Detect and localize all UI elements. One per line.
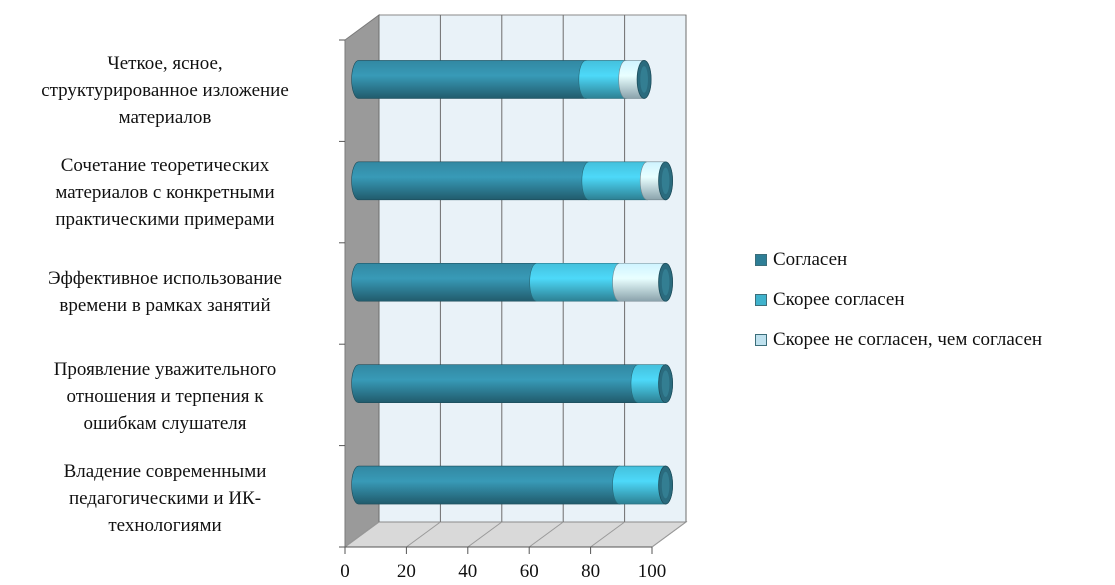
category-label: Эффективное использование времени в рамк… [48,268,282,316]
bar-end-cap-highlight [661,370,670,397]
floor-gridline [406,521,441,548]
bar-segment [351,161,597,201]
bar-segment [351,60,594,99]
legend-label: Согласен [773,249,848,270]
category-label: Владение современными педагогическими и … [63,461,267,536]
x-axis-ticks: 0 20 40 60 80 100 [339,39,667,582]
bar-segment [351,364,646,403]
legend-label: Скорее согласен [773,289,905,310]
floor-gridline [651,521,687,548]
x-tick-label: 20 [397,561,416,582]
legend-item-agree: Согласен [755,240,1042,280]
bar-segment [351,262,544,302]
bar-end-cap-highlight [640,66,648,93]
x-tick-label: 0 [340,561,350,582]
bar-end-cap-highlight [661,167,670,195]
bar-end-cap-highlight [661,268,670,296]
legend: Согласен Скорее согласен Скорее не согла… [755,240,1042,360]
floor-gridline [590,521,625,548]
floor [343,521,688,548]
category-label: Четкое, ясное, структурированное изложен… [41,53,289,128]
legend-swatch [755,294,767,306]
category-label: Проявление уважительного отношения и тер… [53,359,277,434]
legend-swatch [755,334,767,346]
floor-gridline [344,521,380,548]
floor-gridline [467,521,503,548]
chart-bars [351,60,673,505]
bar-end-cap-highlight [661,471,670,499]
x-tick-label: 80 [581,561,600,582]
x-tick-label: 60 [520,561,539,582]
x-tick-label: 40 [458,561,477,582]
legend-item-rather-agree: Скорее согласен [755,280,1042,320]
category-label: Сочетание теоретических материалов с кон… [55,155,275,230]
legend-item-rather-disagree: Скорее не согласен, чем согласен [755,320,1042,360]
bar-segment [351,465,627,505]
x-tick-label: 100 [638,561,667,582]
bar-segment [529,262,627,302]
legend-label: Скорее не согласен, чем согласен [773,329,1043,350]
floor-gridline [528,521,564,548]
legend-swatch [755,254,767,266]
